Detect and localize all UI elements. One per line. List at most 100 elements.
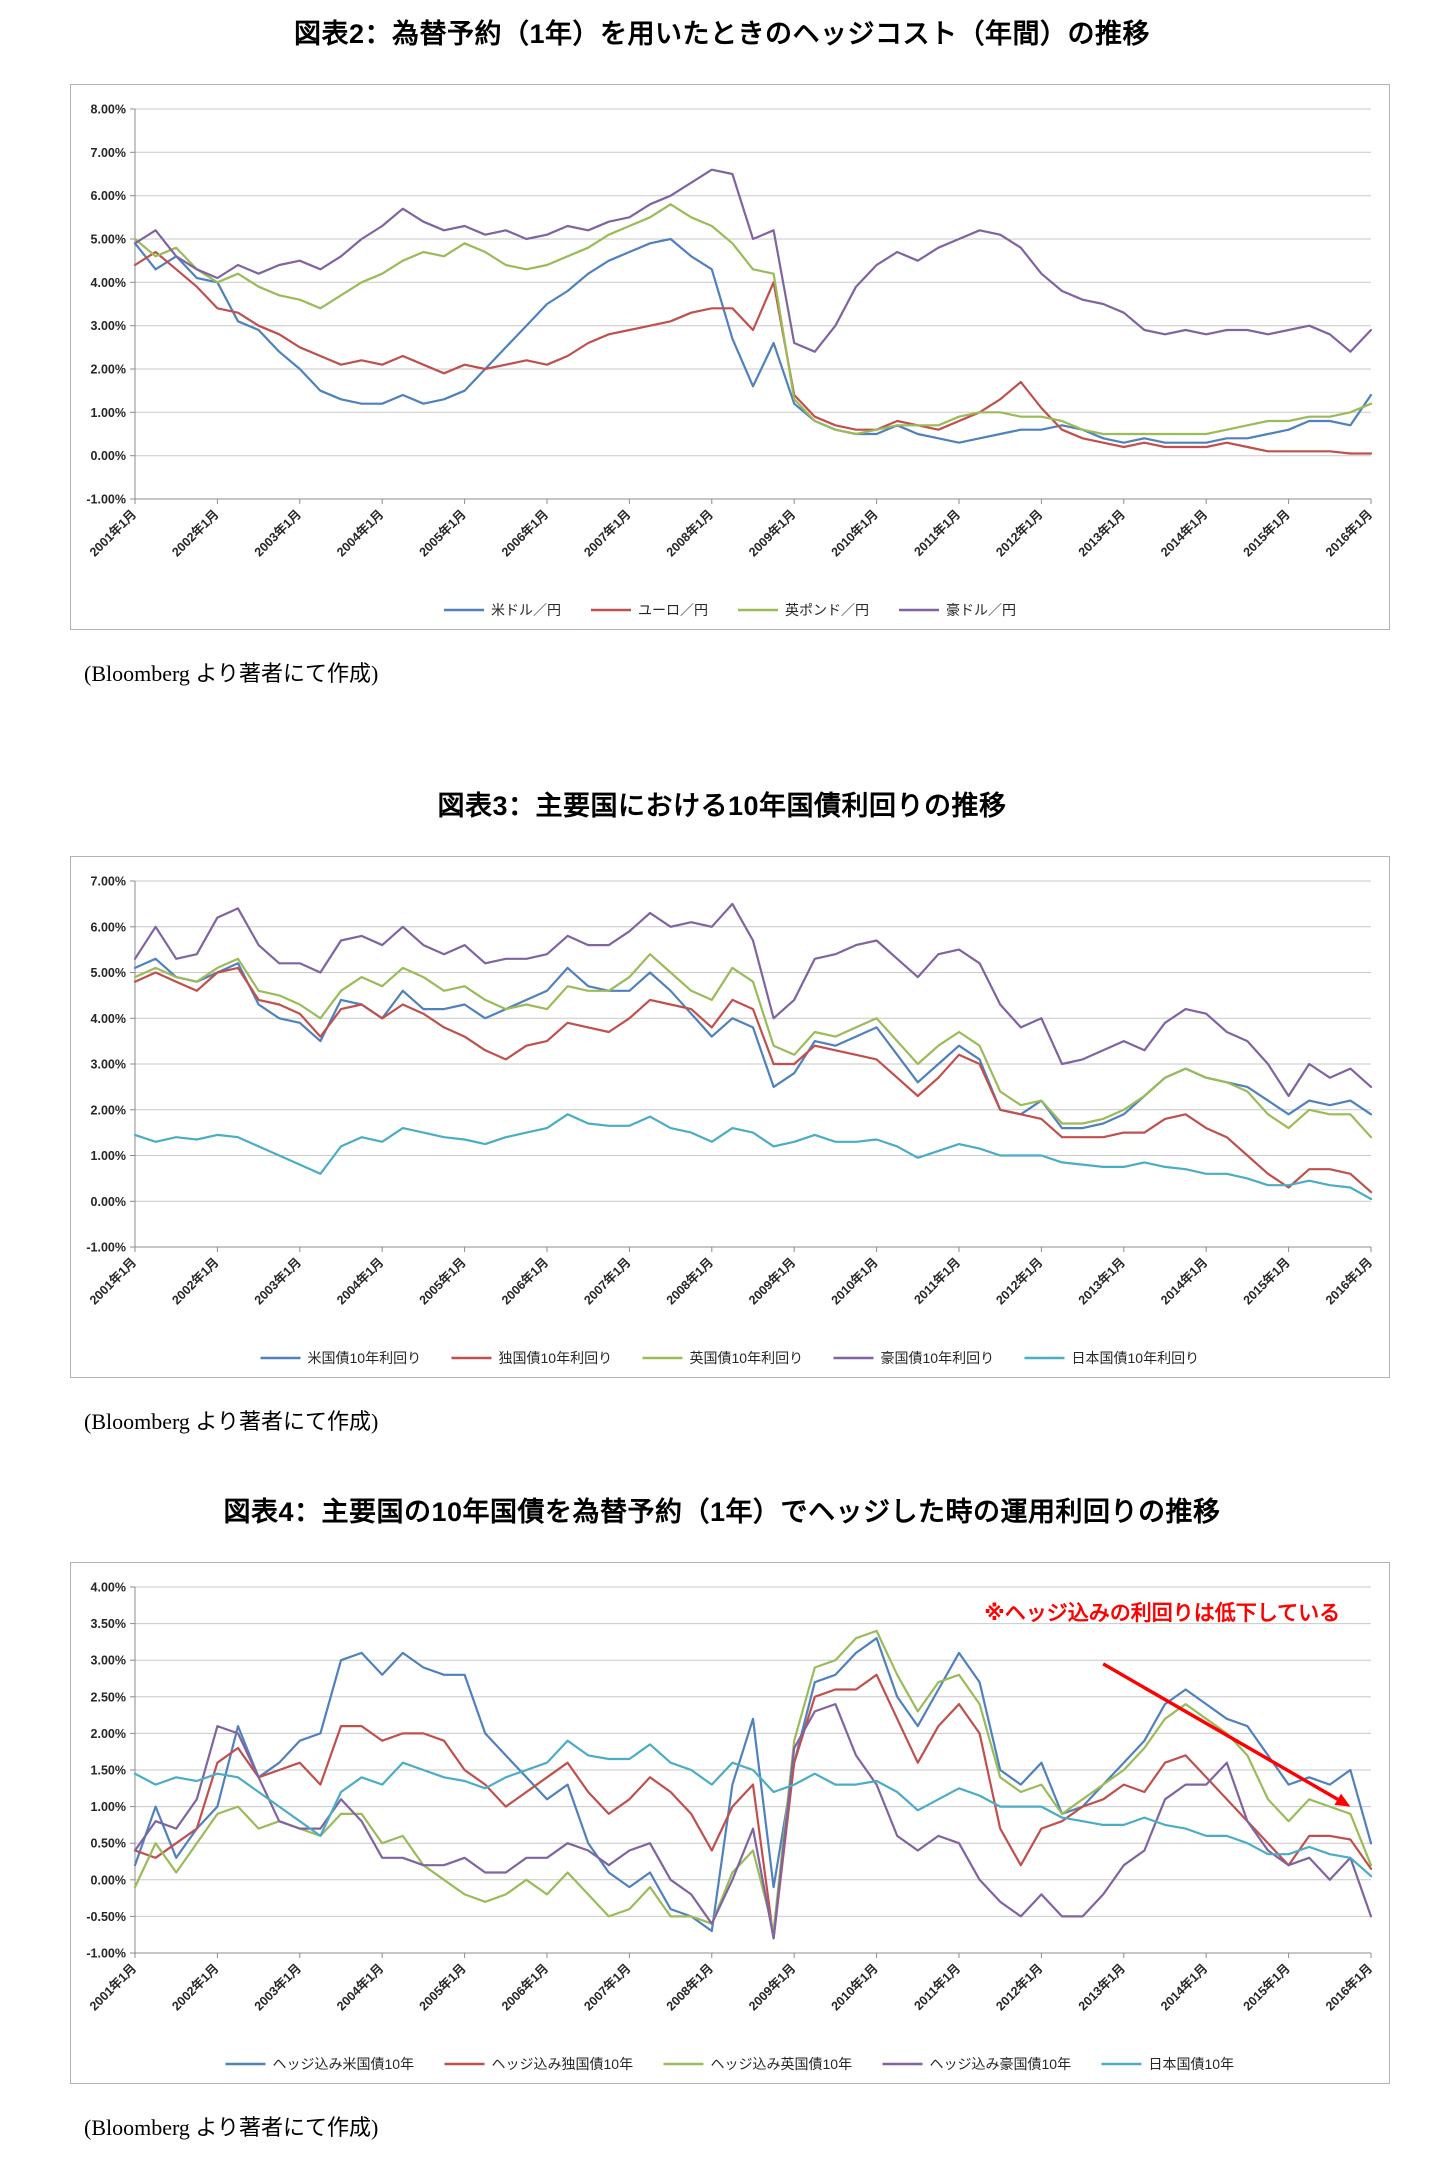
svg-text:2014年1月: 2014年1月 [1157,1961,1210,2014]
svg-text:2007年1月: 2007年1月 [581,507,634,560]
figure-4-title: 図表4：主要国の10年国債を為替予約（1年）でヘッジした時の運用利回りの推移 [223,1497,1221,1527]
svg-text:2009年1月: 2009年1月 [745,507,798,560]
svg-text:7.00%: 7.00% [91,875,126,889]
svg-text:2008年1月: 2008年1月 [663,1255,716,1308]
svg-text:2.50%: 2.50% [91,1690,126,1704]
legend: ヘッジ込み米国債10年 ヘッジ込み独国債10年 ヘッジ込み英国債10年 ヘッジ込み豪国… [225,2056,1234,2072]
gridlines [134,108,1371,500]
figure-3-chart-frame: -1.00% 0.00% 1.00% 2.00% 3.00% 4.00% 5.00% 6.00… [70,856,1390,1378]
svg-text:2003年1月: 2003年1月 [251,1255,304,1308]
svg-text:2001年1月: 2001年1月 [86,507,139,560]
svg-text:6.00%: 6.00% [91,920,126,934]
legend-item-4: 日本国債10年利回り [1024,1350,1200,1366]
svg-text:日本国債10年利回り: 日本国債10年利回り [1072,1350,1200,1366]
svg-text:-1.00%: -1.00% [86,1241,126,1255]
svg-text:1.00%: 1.00% [91,406,126,420]
svg-text:5.00%: 5.00% [91,233,126,247]
svg-text:2009年1月: 2009年1月 [745,1255,798,1308]
svg-text:2016年1月: 2016年1月 [1322,1255,1375,1308]
legend-item-1: 独国債10年利回り [451,1350,613,1366]
svg-text:豪ドル／円: 豪ドル／円 [946,602,1016,618]
legend-item-0: ヘッジ込み米国債10年 [225,2056,415,2072]
svg-text:2003年1月: 2003年1月 [251,1961,304,2014]
legend-item-3: 豪国債10年利回り [833,1350,994,1366]
svg-text:5.00%: 5.00% [91,966,126,980]
svg-text:2005年1月: 2005年1月 [416,1255,469,1308]
svg-text:2012年1月: 2012年1月 [993,1961,1046,2014]
svg-text:ユーロ／円: ユーロ／円 [638,602,708,618]
svg-text:2012年1月: 2012年1月 [993,507,1046,560]
svg-text:米国債10年利回り: 米国債10年利回り [308,1350,422,1366]
svg-text:2010年1月: 2010年1月 [828,1961,881,2014]
x-axis-labels: 2001年1月 2002年1月 2003年1月 2004年1月 2005年1月 2006年… [86,1247,1375,1307]
series-line-2 [133,953,1373,1139]
series-line-1 [133,1673,1373,1940]
legend-item-0: 米ドル／円 [444,602,561,618]
svg-text:ヘッジ込み英国債10年: ヘッジ込み英国債10年 [711,2056,853,2072]
legend-item-3: ヘッジ込み豪国債10年 [882,2056,1071,2072]
svg-text:2016年1月: 2016年1月 [1322,1961,1375,2014]
annotation-layer: ※ヘッジ込みの利回りは低下している [984,1601,1351,1807]
series-line-1 [133,966,1373,1194]
svg-text:ヘッジ込み独国債10年: ヘッジ込み独国債10年 [492,2056,634,2072]
x-axis-labels: 2001年1月 2002年1月 2003年1月 2004年1月 2005年1月 2006年… [86,1953,1375,2013]
svg-text:2013年1月: 2013年1月 [1075,1255,1128,1308]
svg-text:2.00%: 2.00% [91,1727,126,1741]
svg-text:米ドル／円: 米ドル／円 [491,602,561,618]
legend-item-2: ヘッジ込み英国債10年 [663,2056,853,2072]
svg-text:2010年1月: 2010年1月 [828,507,881,560]
svg-text:2011年1月: 2011年1月 [911,1255,963,1307]
svg-text:0.00%: 0.00% [91,1873,126,1887]
svg-text:3.00%: 3.00% [91,319,126,333]
legend-item-1: ヘッジ込み独国債10年 [444,2056,634,2072]
svg-text:ヘッジ込み米国債10年: ヘッジ込み米国債10年 [273,2056,415,2072]
figure-4-source-note: (Bloomberg より著者にて作成) [84,2115,379,2140]
svg-text:4.00%: 4.00% [91,1012,126,1026]
svg-text:2001年1月: 2001年1月 [86,1961,139,2014]
legend: 米ドル／円 ユーロ／円 英ポンド／円 豪ドル／円 [444,602,1016,618]
svg-text:2014年1月: 2014年1月 [1157,507,1210,560]
svg-text:2010年1月: 2010年1月 [828,1255,881,1308]
svg-text:2007年1月: 2007年1月 [581,1961,634,2014]
figure-4: 図表4：主要国の10年国債を為替予約（1年）でヘッジした時の運用利回りの推移 -… [0,1494,1444,2142]
decline-arrow [1102,1662,1344,1804]
svg-text:独国債10年利回り: 独国債10年利回り [499,1350,613,1366]
svg-text:2008年1月: 2008年1月 [663,507,716,560]
legend-item-3: 豪ドル／円 [899,602,1016,618]
svg-text:2011年1月: 2011年1月 [911,507,963,559]
bond-yield-line-chart: -1.00% 0.00% 1.00% 2.00% 3.00% 4.00% 5.00% 6.00… [86,875,1375,1367]
legend-item-4: 日本国債10年 [1101,2056,1234,2072]
decline-annotation-text: ※ヘッジ込みの利回りは低下している [984,1601,1340,1625]
svg-text:2004年1月: 2004年1月 [333,1255,386,1308]
figure-3-title: 図表3：主要国における10年国債利回りの推移 [437,791,1007,821]
series-line-4 [133,1113,1373,1201]
figure-4-chart-frame: -1.00% -0.50% 0.00% 0.50% 1.00% 1.50% 2.00% 2.5… [70,1562,1390,2084]
svg-text:3.00%: 3.00% [91,1654,126,1668]
svg-text:3.00%: 3.00% [91,1058,126,1072]
hedged-return-line-chart: -1.00% -0.50% 0.00% 0.50% 1.00% 1.50% 2.00% 2.5… [86,1581,1375,2073]
svg-text:2013年1月: 2013年1月 [1075,1961,1128,2014]
svg-text:2002年1月: 2002年1月 [169,1961,222,2014]
svg-text:2005年1月: 2005年1月 [416,507,469,560]
svg-text:6.00%: 6.00% [91,189,126,203]
svg-text:2015年1月: 2015年1月 [1240,1961,1293,2014]
series-line-1 [133,250,1373,455]
svg-text:4.00%: 4.00% [91,276,126,290]
svg-text:2008年1月: 2008年1月 [663,1961,716,2014]
figure-2-chart-frame: -1.00% 0.00% 1.00% 2.00% 3.00% 4.00% 5.00% 6.00… [70,84,1390,630]
svg-text:2012年1月: 2012年1月 [993,1255,1046,1308]
legend-item-0: 米国債10年利回り [260,1350,422,1366]
svg-text:2013年1月: 2013年1月 [1075,507,1128,560]
legend-item-2: 英国債10年利回り [642,1350,803,1366]
series-line-4 [133,1739,1373,1878]
series-line-2 [133,203,1373,436]
svg-text:2001年1月: 2001年1月 [86,1255,139,1308]
svg-text:7.00%: 7.00% [91,146,126,160]
y-axis-labels: -1.00% 0.00% 1.00% 2.00% 3.00% 4.00% 5.00% 6.00… [86,103,135,507]
figure-2: 図表2：為替予約（1年）を用いたときのヘッジコスト（年間）の推移 -1.00% 0… [0,16,1444,688]
svg-text:-0.50%: -0.50% [86,1910,126,1924]
legend-item-1: ユーロ／円 [591,602,708,618]
svg-text:2011年1月: 2011年1月 [911,1961,963,2013]
svg-text:3.50%: 3.50% [91,1617,126,1631]
series-line-3 [133,168,1373,353]
